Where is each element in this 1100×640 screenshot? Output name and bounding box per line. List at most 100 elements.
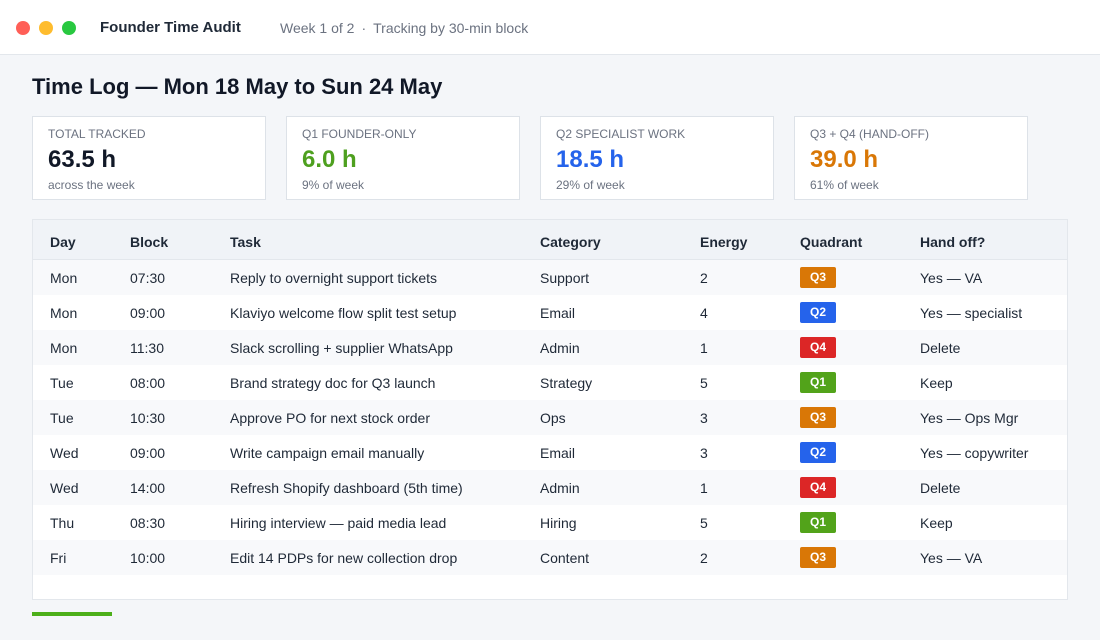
separator-dot: · <box>361 20 367 36</box>
quadrant-badge: Q2 <box>800 442 836 463</box>
column-header-task[interactable]: Task <box>230 234 261 250</box>
cell-block: 09:00 <box>130 445 166 461</box>
cell-block: 07:30 <box>130 270 166 286</box>
table-row[interactable]: Wed 14:00 Refresh Shopify dashboard (5th t… <box>33 470 1067 505</box>
cell-hand-off: Delete <box>920 480 961 496</box>
cell-block: 08:00 <box>130 375 166 391</box>
cell-block: 08:30 <box>130 515 166 531</box>
cell-category: Strategy <box>540 375 593 391</box>
quadrant-badge: Q3 <box>800 547 836 568</box>
cell-hand-off: Keep <box>920 375 953 391</box>
table-row[interactable]: Thu 08:30 Hiring interview — paid media le… <box>33 505 1067 540</box>
table-row[interactable]: Tue 08:00 Brand strategy doc for Q3 launch… <box>33 365 1067 400</box>
table-row[interactable]: Mon 07:30 Reply to overnight support ticke… <box>33 260 1067 295</box>
cell-energy: 3 <box>700 445 708 461</box>
stat-card-q3-q4-hand-off: Q3 + Q4 (hand-off) 39.0 h 61% of week <box>794 116 1028 200</box>
stat-value: 18.5 h <box>556 146 625 173</box>
page-title: Time Log — Mon 18 May to Sun 24 May <box>32 74 443 99</box>
quadrant-badge: Q3 <box>800 407 836 428</box>
window-titlebar: Founder Time Audit Week 1 of 2 · Tracking … <box>0 0 1100 55</box>
stat-note: 29% of week <box>556 178 625 192</box>
cell-energy: 5 <box>700 375 708 391</box>
cell-energy: 1 <box>700 340 708 356</box>
stat-value: 39.0 h <box>810 146 879 173</box>
cell-task: Slack scrolling + supplier WhatsApp <box>230 340 453 356</box>
cell-hand-off: Yes — VA <box>920 550 983 566</box>
cell-hand-off: Yes — copywriter <box>920 445 1029 461</box>
progress-fill <box>32 612 112 616</box>
progress-bar <box>32 612 1068 616</box>
stat-card-q2-specialist-work: Q2 Specialist work 18.5 h 29% of week <box>540 116 774 200</box>
table-row[interactable]: Tue 10:30 Approve PO for next stock order O… <box>33 400 1067 435</box>
cell-block: 09:00 <box>130 305 166 321</box>
stat-card-q1-founder-only: Q1 Founder-only 6.0 h 9% of week <box>286 116 520 200</box>
cell-task: Reply to overnight support tickets <box>230 270 437 286</box>
table-row[interactable]: Mon 11:30 Slack scrolling + supplier Whats… <box>33 330 1067 365</box>
cell-day: Tue <box>50 375 74 391</box>
cell-task: Hiring interview — paid media lead <box>230 515 447 531</box>
column-header-block[interactable]: Block <box>130 234 169 250</box>
cell-category: Ops <box>540 410 566 426</box>
time-log-table: Day Block Task Category Energy Quadrant … <box>32 219 1068 600</box>
cell-category: Content <box>540 550 590 566</box>
stat-label: Q1 Founder-only <box>302 127 417 141</box>
tracking-label: Tracking by 30-min block <box>373 20 529 36</box>
cell-category: Support <box>540 270 590 286</box>
column-header-hand-off[interactable]: Hand off? <box>920 234 986 250</box>
cell-block: 11:30 <box>130 340 164 356</box>
column-header-category[interactable]: Category <box>540 234 601 250</box>
cell-day: Wed <box>50 480 79 496</box>
cell-hand-off: Delete <box>920 340 961 356</box>
week-label: Week 1 of 2 <box>280 20 355 36</box>
quadrant-badge: Q2 <box>800 302 836 323</box>
stat-note: 61% of week <box>810 178 879 192</box>
week-subtitle: Week 1 of 2 · Tracking by 30-min block <box>280 20 528 36</box>
cell-category: Email <box>540 305 576 321</box>
cell-block: 10:00 <box>130 550 166 566</box>
cell-energy: 5 <box>700 515 708 531</box>
quadrant-badge: Q4 <box>800 337 836 358</box>
column-header-quadrant[interactable]: Quadrant <box>800 234 863 250</box>
stat-card-total-tracked: Total tracked 63.5 h across the week <box>32 116 266 200</box>
quadrant-badge: Q3 <box>800 267 836 288</box>
minimize-window-button[interactable] <box>39 21 53 35</box>
cell-block: 14:00 <box>130 480 166 496</box>
cell-hand-off: Keep <box>920 515 953 531</box>
table-row[interactable]: Mon 09:00 Klaviyo welcome flow split test … <box>33 295 1067 330</box>
cell-day: Mon <box>50 305 78 321</box>
cell-hand-off: Yes — Ops Mgr <box>920 410 1019 426</box>
cell-category: Admin <box>540 340 580 356</box>
cell-energy: 1 <box>700 480 708 496</box>
stat-note: across the week <box>48 178 135 192</box>
cell-day: Thu <box>50 515 75 531</box>
cell-task: Write campaign email manually <box>230 445 425 461</box>
cell-hand-off: Yes — specialist <box>920 305 1023 321</box>
column-header-energy[interactable]: Energy <box>700 234 748 250</box>
table-row[interactable]: Wed 09:00 Write campaign email manually Ema… <box>33 435 1067 470</box>
cell-day: Mon <box>50 340 78 356</box>
close-window-button[interactable] <box>16 21 30 35</box>
table-row[interactable]: Fri 10:00 Edit 14 PDPs for new collection … <box>33 540 1067 575</box>
cell-category: Hiring <box>540 515 577 531</box>
cell-task: Edit 14 PDPs for new collection drop <box>230 550 458 566</box>
cell-energy: 4 <box>700 305 708 321</box>
stat-note: 9% of week <box>302 178 365 192</box>
cell-category: Admin <box>540 480 580 496</box>
cell-day: Tue <box>50 410 74 426</box>
cell-energy: 2 <box>700 550 708 566</box>
cell-block: 10:30 <box>130 410 166 426</box>
stat-value: 6.0 h <box>302 146 357 173</box>
stat-value: 63.5 h <box>48 146 117 173</box>
cell-energy: 2 <box>700 270 708 286</box>
maximize-window-button[interactable] <box>62 21 76 35</box>
app-title: Founder Time Audit <box>100 19 241 36</box>
cell-day: Mon <box>50 270 78 286</box>
cell-day: Wed <box>50 445 79 461</box>
stat-label: Total tracked <box>48 127 146 141</box>
cell-task: Approve PO for next stock order <box>230 410 430 426</box>
cell-day: Fri <box>50 550 67 566</box>
cell-category: Email <box>540 445 576 461</box>
column-header-day[interactable]: Day <box>50 234 76 250</box>
stat-label: Q2 Specialist work <box>556 127 686 141</box>
table-header: Day Block Task Category Energy Quadrant … <box>33 220 1067 260</box>
